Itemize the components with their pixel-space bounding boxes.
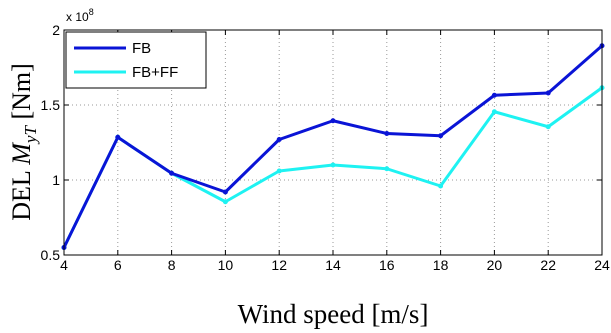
y-multiplier: x 108 — [66, 7, 94, 24]
y-tick-label: 2 — [52, 22, 60, 38]
y-axis-label-subscript: yT — [21, 124, 40, 145]
x-tick-label: 8 — [168, 257, 176, 273]
x-tick-label: 4 — [60, 257, 68, 273]
ticks: 4 6 8 10 12 14 16 18 20 22 24 0.5 1 1.5 2 — [41, 22, 610, 273]
data-point-fb — [545, 90, 551, 96]
legend: FB FB+FF — [65, 31, 207, 89]
legend-label-fb: FB — [132, 40, 151, 57]
x-axis-label: Wind speed [m/s] — [238, 299, 429, 329]
data-point-fb — [276, 137, 282, 142]
data-point-fb-ff — [545, 124, 551, 130]
data-point-fb-ff — [276, 168, 282, 174]
x-tick-label: 10 — [218, 257, 234, 273]
y-tick-label: 0.5 — [41, 247, 61, 263]
x-tick-label: 12 — [271, 257, 287, 273]
data-point-fb-ff — [330, 162, 336, 168]
data-point-fb-ff — [384, 166, 390, 172]
y-axis-label-unit: [Nm] — [7, 63, 36, 126]
data-point-fb — [438, 133, 444, 139]
y-axis-label: DEL MyT [Nm] — [7, 63, 40, 221]
legend-box — [65, 31, 207, 89]
y-multiplier-exponent: 8 — [89, 7, 94, 17]
x-tick-label: 24 — [594, 257, 610, 273]
x-tick-label: 20 — [487, 257, 503, 273]
y-axis-label-symbol: M — [7, 142, 36, 166]
y-axis-label-prefix: DEL — [7, 165, 36, 221]
x-tick-label: 14 — [325, 257, 341, 273]
y-tick-label: 1 — [52, 172, 60, 188]
data-point-fb-ff — [222, 199, 228, 205]
legend-label-fb-ff: FB+FF — [132, 64, 178, 81]
grid — [64, 30, 602, 255]
data-point-fb — [384, 131, 390, 136]
y-tick-label: 1.5 — [41, 97, 61, 113]
x-tick-label: 6 — [114, 257, 122, 273]
data-point-fb — [330, 118, 336, 124]
data-point-fb — [115, 134, 121, 140]
y-multiplier-base: x 10 — [66, 10, 89, 24]
data-point-fb-ff — [491, 109, 497, 115]
data-point-fb — [491, 92, 497, 98]
data-point-fb — [169, 170, 175, 176]
data-point-fb-ff — [438, 183, 444, 189]
series-layer — [61, 43, 605, 250]
data-point-fb — [222, 189, 228, 195]
x-tick-label: 16 — [379, 257, 395, 273]
x-tick-label: 22 — [540, 257, 556, 273]
x-tick-label: 18 — [433, 257, 449, 273]
